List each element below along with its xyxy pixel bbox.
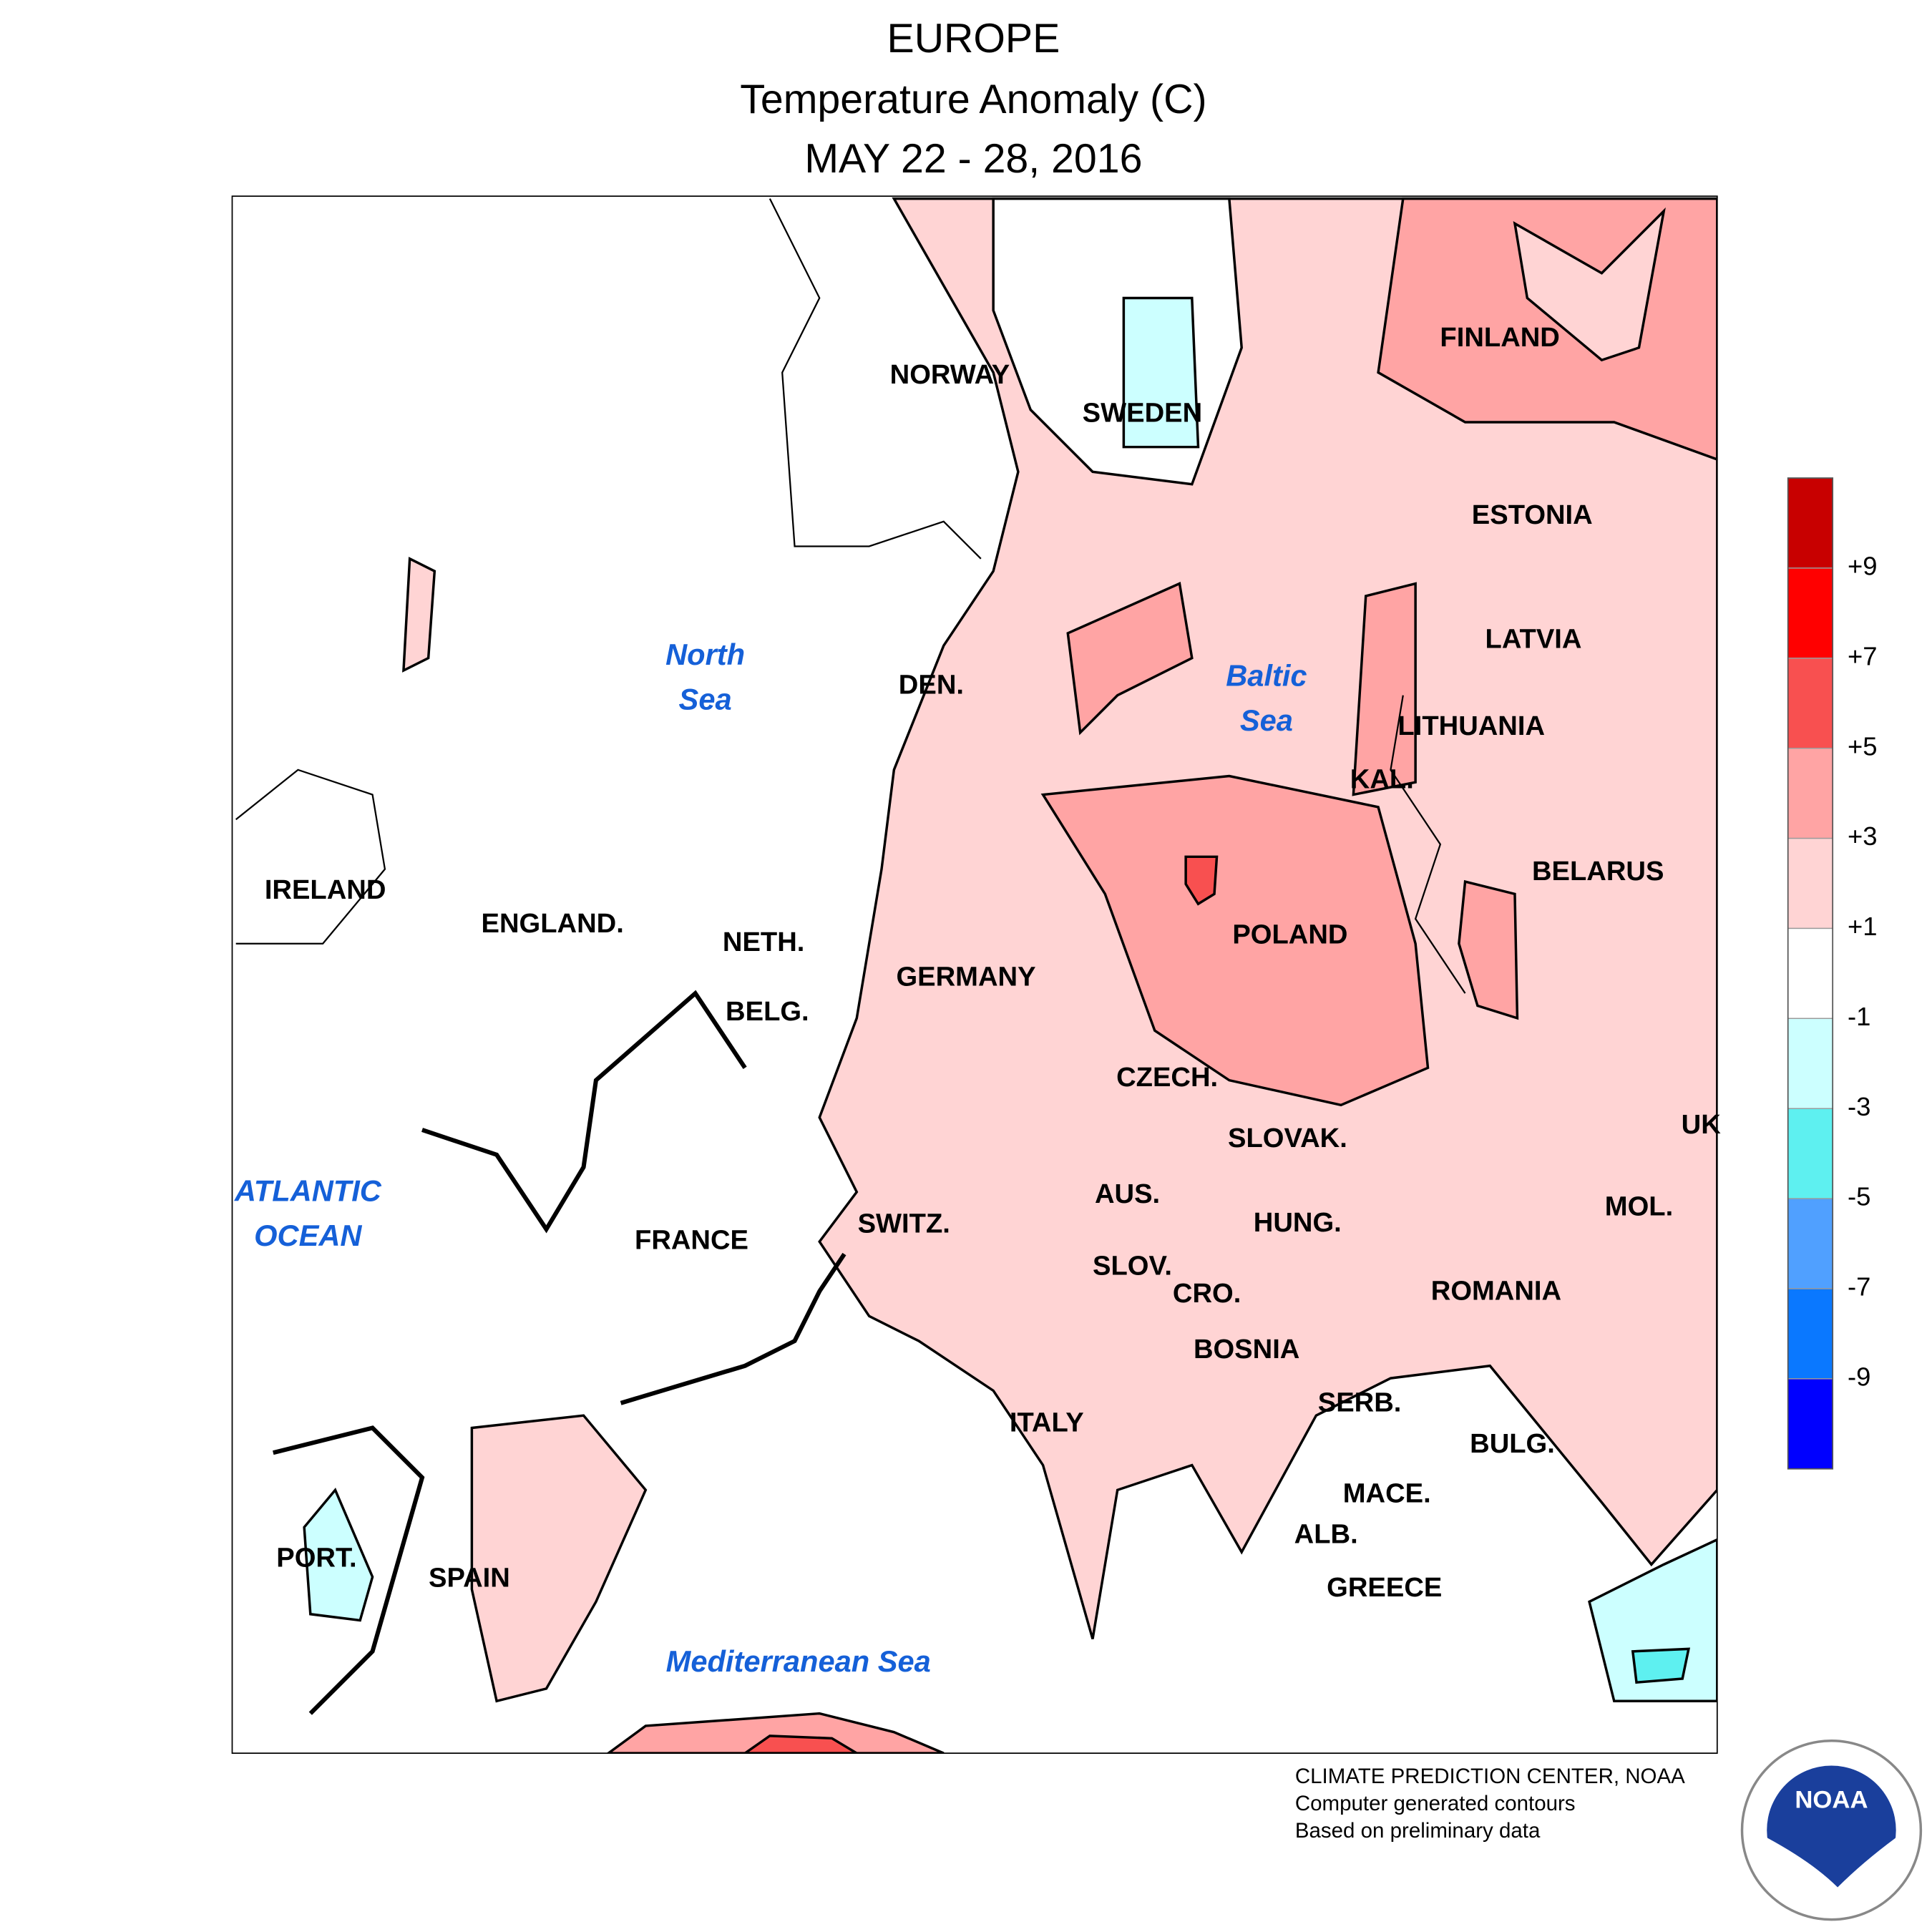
sea-label: Sea [1240, 703, 1293, 737]
legend-swatch [1787, 837, 1833, 930]
country-label: FRANCE [635, 1224, 748, 1255]
sea-label: North [665, 638, 745, 671]
country-label: KAL. [1350, 764, 1414, 795]
map-frame [231, 195, 1718, 1754]
legend-label: +3 [1848, 821, 1878, 851]
legend-swatch [1787, 477, 1833, 569]
country-label: LITHUANIA [1397, 711, 1545, 741]
title: EUROPE [887, 16, 1060, 62]
legend-label: +9 [1848, 552, 1878, 581]
country-label: POLAND [1232, 919, 1347, 950]
legend-label: -9 [1848, 1362, 1870, 1392]
date: MAY 22 - 28, 2016 [804, 136, 1142, 182]
country-label: CZECH. [1116, 1062, 1218, 1093]
country-label: AUS. [1095, 1179, 1160, 1209]
country-label: PORT. [276, 1543, 356, 1574]
map-fields [232, 196, 1717, 1754]
footer-line: Based on preliminary data [1295, 1819, 1541, 1843]
noaa-logo: NOAA [1740, 1740, 1923, 1921]
legend-swatch [1787, 1288, 1833, 1380]
country-label: SLOV. [1093, 1251, 1172, 1282]
logo-text: NOAA [1795, 1786, 1868, 1813]
legend-swatch [1787, 748, 1833, 839]
country-label: DEN. [899, 670, 964, 701]
sea-label: Baltic [1226, 658, 1307, 692]
country-label: SERB. [1318, 1387, 1402, 1418]
country-label: ALB. [1294, 1519, 1358, 1550]
country-label: UK [1682, 1109, 1722, 1140]
legend-frame [1787, 477, 1834, 1470]
legend-swatch [1787, 927, 1833, 1020]
legend-label: +1 [1848, 912, 1878, 941]
subtitle: Temperature Anomaly (C) [740, 77, 1206, 122]
country-label: IRELAND [265, 874, 386, 905]
legend-swatch [1787, 1198, 1833, 1289]
country-label: MACE. [1343, 1478, 1431, 1508]
legend-label: -7 [1848, 1272, 1870, 1302]
legend-label: +5 [1848, 731, 1878, 761]
country-label: ENGLAND. [482, 908, 624, 939]
footer-line: Computer generated contours [1295, 1792, 1576, 1815]
legend-label: -3 [1848, 1092, 1870, 1121]
country-label: NORWAY [890, 359, 1010, 390]
sea-label: Sea [679, 682, 732, 716]
legend-swatch [1787, 1378, 1833, 1470]
legend-swatch [1787, 567, 1833, 659]
country-label: HUNG. [1254, 1207, 1342, 1238]
footer-line: CLIMATE PREDICTION CENTER, NOAA [1295, 1765, 1685, 1788]
legend-label: -5 [1848, 1182, 1870, 1211]
country-label: ITALY [1010, 1407, 1084, 1438]
country-label: CRO. [1173, 1278, 1241, 1309]
country-label: SLOVAK. [1228, 1123, 1347, 1153]
country-label: GREECE [1327, 1572, 1442, 1603]
country-label: SWEDEN [1083, 398, 1202, 429]
country-label: FINLAND [1440, 322, 1559, 353]
legend-swatch [1787, 658, 1833, 749]
legend-label: -1 [1848, 1002, 1870, 1031]
country-label: ESTONIA [1472, 499, 1593, 530]
sea-label: OCEAN [254, 1219, 362, 1252]
legend-swatch [1787, 1108, 1833, 1199]
sea-label: ATLANTIC [234, 1174, 382, 1208]
legend: +9 +7 +5 +3 +1 -1 -3 -5 -7 -9 [1787, 477, 1878, 1470]
country-label: BULG. [1470, 1428, 1555, 1459]
country-label: BOSNIA [1194, 1334, 1299, 1365]
country-label: NETH. [723, 927, 804, 957]
country-label: MOL. [1605, 1191, 1673, 1221]
country-label: SWITZ. [858, 1209, 950, 1239]
legend-label: +7 [1848, 641, 1878, 670]
country-label: LATVIA [1485, 623, 1582, 654]
country-label: BELG. [726, 996, 809, 1027]
country-label: GERMANY [896, 961, 1035, 992]
country-label: BELARUS [1532, 856, 1664, 887]
country-label: SPAIN [429, 1562, 510, 1593]
legend-swatch [1787, 1018, 1833, 1109]
map-labels: NORWAY SWEDEN FINLAND ESTONIA LATVIA LIT… [234, 322, 1721, 1678]
country-label: ROMANIA [1431, 1275, 1561, 1306]
sea-label: Mediterranean Sea [666, 1644, 931, 1678]
